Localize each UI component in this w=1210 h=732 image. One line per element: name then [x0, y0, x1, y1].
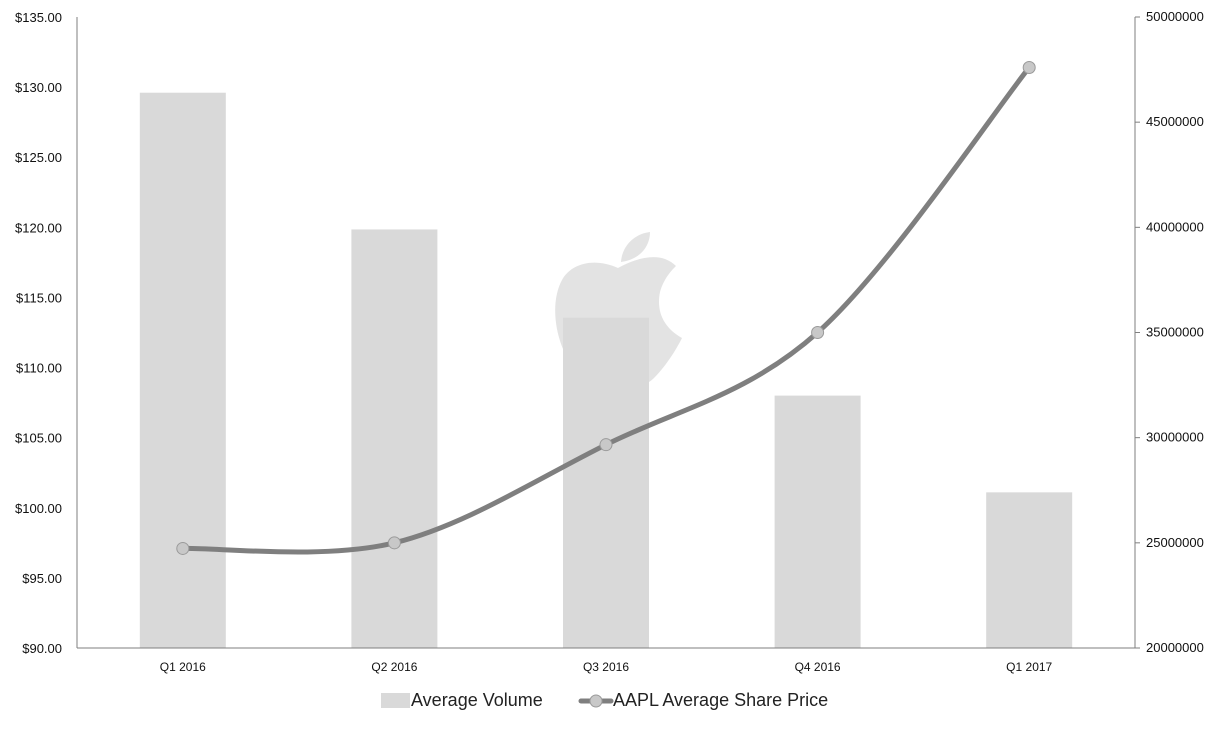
price-point-q1-2016 — [176, 541, 190, 555]
bar-q4-2016 — [774, 395, 861, 648]
left-tick-label: $95.00 — [22, 571, 62, 586]
left-tick-label: $115.00 — [16, 290, 62, 305]
category-label: Q1 2017 — [1006, 660, 1052, 674]
bar-q1-2017 — [986, 492, 1073, 648]
legend-swatch-bar — [381, 693, 410, 708]
price-point-q1-2017 — [1022, 60, 1036, 74]
price-point-q3-2016 — [599, 438, 613, 452]
legend-swatch-marker — [589, 694, 603, 708]
legend-label: AAPL Average Share Price — [613, 690, 828, 710]
price-point-q4-2016 — [811, 326, 825, 339]
category-label: Q1 2016 — [160, 660, 206, 674]
right-tick-label: 25000000 — [1146, 535, 1204, 550]
category-label: Q4 2016 — [795, 660, 841, 674]
bar-q1-2016 — [139, 92, 226, 649]
left-tick-label: $110.00 — [16, 361, 62, 376]
bar-q2-2016 — [351, 229, 438, 649]
right-tick-label: 30000000 — [1146, 430, 1204, 445]
category-label: Q3 2016 — [583, 660, 629, 674]
legend-item-aapl-price: AAPL Average Share Price — [578, 690, 828, 710]
category-label: Q2 2016 — [371, 660, 417, 674]
right-tick-label: 35000000 — [1146, 325, 1204, 340]
right-tick-label: 45000000 — [1146, 114, 1204, 129]
legend-item-average-volume: Average Volume — [381, 690, 543, 710]
left-tick-label: $100.00 — [15, 501, 62, 516]
left-tick-label: $135.00 — [15, 10, 62, 25]
right-tick-label: 50000000 — [1146, 9, 1204, 24]
left-tick-label: $125.00 — [15, 150, 62, 165]
price-line — [180, 64, 1032, 555]
right-tick-label: 20000000 — [1146, 640, 1204, 655]
left-tick-label: $105.00 — [15, 431, 62, 446]
bar-q3-2016 — [563, 317, 649, 648]
left-tick-label: $120.00 — [15, 220, 62, 235]
legend-label: Average Volume — [411, 690, 543, 710]
left-tick-label: $90.00 — [22, 641, 62, 656]
left-tick-label: $130.00 — [15, 80, 62, 95]
right-tick-label: 40000000 — [1146, 219, 1204, 234]
price-point-q2-2016 — [387, 536, 401, 550]
